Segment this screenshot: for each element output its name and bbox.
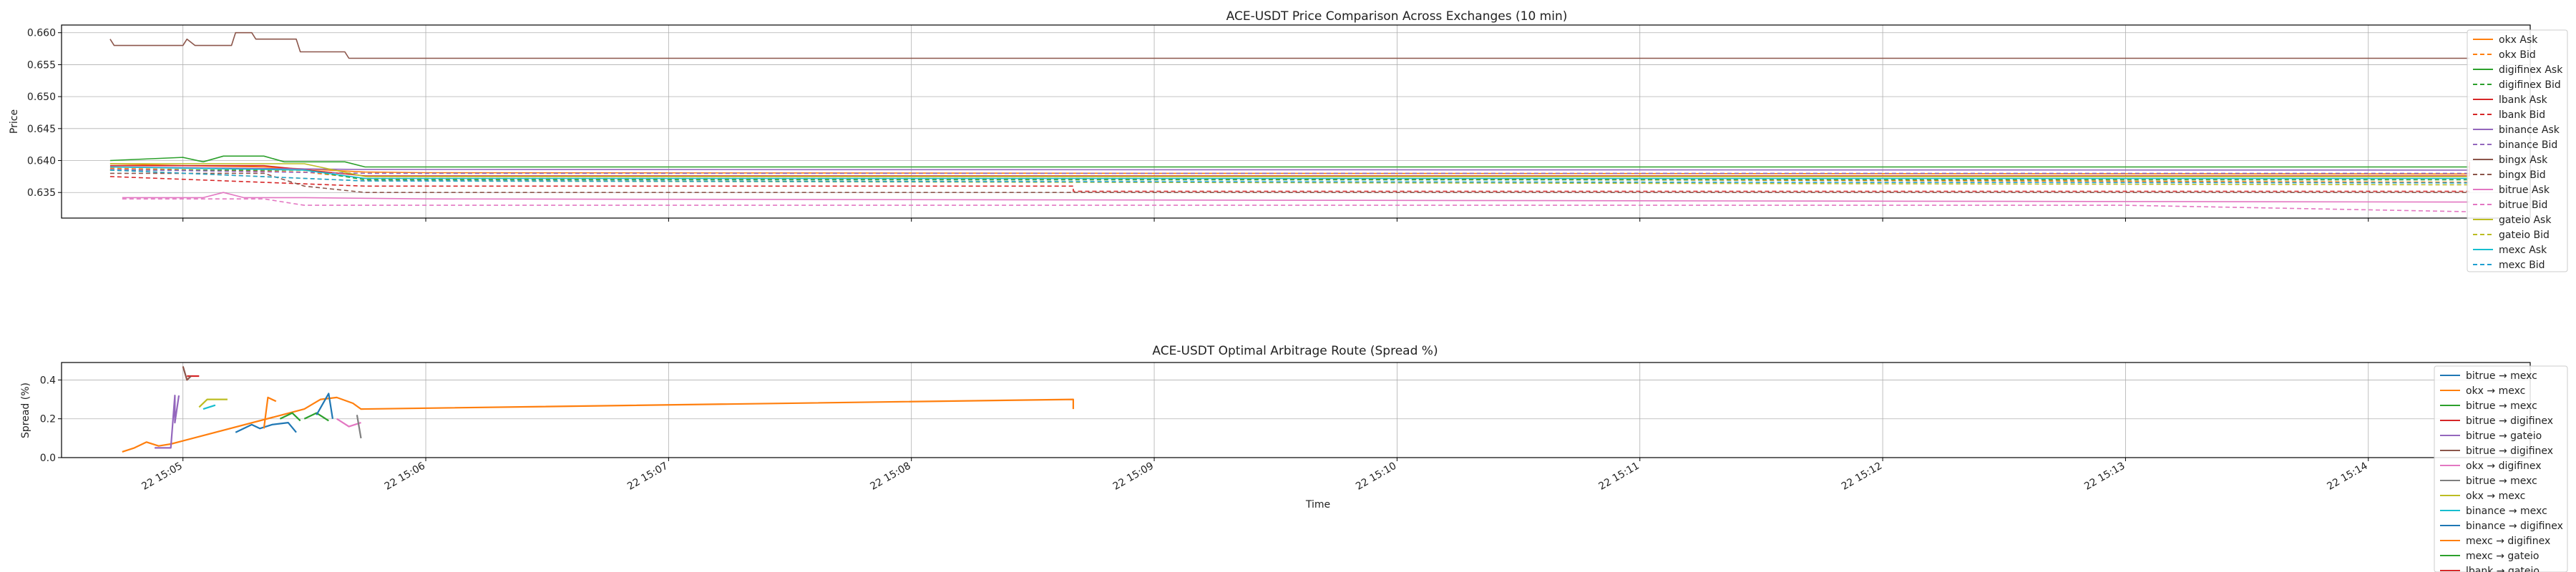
y-tick-label: 0.2: [40, 414, 56, 425]
legend-entry: bitrue → digifinex: [2466, 445, 2553, 457]
legend-entry: mexc Ask: [2499, 245, 2547, 256]
price-chart-y-ticks: 0.635 0.640 0.645 0.650 0.655 0.660: [27, 28, 62, 199]
series-line: [109, 169, 2470, 181]
y-tick-label: 0.660: [27, 28, 56, 39]
legend-entry: bitrue → mexc: [2466, 370, 2537, 382]
legend-entry: bitrue → digifinex: [2466, 415, 2553, 427]
series-line: [303, 412, 329, 422]
series-line: [235, 421, 297, 433]
legend-entry: bitrue → gateio: [2466, 430, 2542, 442]
legend-entry: binance → digifinex: [2466, 521, 2563, 532]
legend-entry: digifinex Bid: [2499, 79, 2561, 91]
legend-entry: lbank → gateio: [2466, 566, 2540, 572]
series-line: [109, 172, 2470, 194]
legend-entry: bingx Ask: [2499, 154, 2548, 166]
series-line: [279, 412, 301, 422]
series-line: [203, 404, 216, 410]
spread-chart-series: [122, 366, 1075, 453]
series-line: [155, 394, 180, 449]
series-line: [109, 155, 2470, 168]
series-line: [316, 393, 333, 419]
series-line: [109, 176, 2470, 192]
legend-entry: okx → digifinex: [2466, 460, 2542, 472]
legend-entry: gateio Bid: [2499, 230, 2550, 241]
spread-chart-y-ticks: 0.0 0.2 0.4: [40, 375, 62, 464]
legend-entry: bitrue Bid: [2499, 199, 2547, 211]
y-tick-label: 0.0: [40, 453, 56, 464]
price-chart-legend: okx Ask okx Bid digifinex Ask digifinex Bid…: [2467, 29, 2568, 272]
price-chart-y-label: Price: [9, 109, 20, 134]
legend-entry: lbank Bid: [2499, 109, 2545, 121]
series-line: [109, 166, 2470, 179]
legend-entry: mexc → gateio: [2466, 551, 2539, 562]
y-tick-label: 0.640: [27, 156, 56, 167]
y-tick-label: 0.650: [27, 92, 56, 103]
legend-entry: okx Bid: [2499, 49, 2536, 61]
legend-entry: bingx Bid: [2499, 169, 2546, 181]
legend-entry: mexc → digifinex: [2466, 536, 2550, 547]
legend-entry: gateio Ask: [2499, 214, 2552, 226]
legend-entry: binance → mexc: [2466, 506, 2547, 517]
spread-chart-title: ACE-USDT Optimal Arbitrage Route (Spread…: [1152, 344, 1438, 358]
legend-entry: digifinex Ask: [2499, 64, 2563, 76]
series-line: [356, 415, 362, 439]
spread-chart-y-label: Spread (%): [20, 383, 31, 438]
series-line: [122, 192, 2470, 203]
legend-entry: bitrue → mexc: [2466, 475, 2537, 487]
legend-entry: okx → mexc: [2466, 385, 2525, 397]
price-chart: ACE-USDT Price Comparison Across Exchang…: [9, 9, 2568, 272]
legend-box: [2467, 29, 2568, 272]
series-line: [336, 418, 361, 428]
spread-chart-x-label: Time: [1305, 499, 1330, 511]
spread-chart-legend: bitrue → mexc okx → mexc bitrue → mexc bitr…: [2434, 365, 2568, 572]
legend-entry: lbank Ask: [2499, 94, 2548, 106]
y-tick-label: 0.655: [27, 59, 56, 71]
series-line: [263, 396, 277, 429]
series-line: [122, 198, 2470, 212]
y-tick-label: 0.4: [40, 375, 56, 386]
series-line: [122, 396, 1075, 453]
y-tick-label: 0.645: [27, 124, 56, 135]
series-line: [109, 163, 2470, 177]
legend-entry: okx → mexc: [2466, 490, 2525, 502]
legend-entry: binance Ask: [2499, 124, 2560, 136]
legend-entry: mexc Bid: [2499, 260, 2545, 271]
legend-box: [2434, 365, 2568, 572]
series-line: [182, 366, 192, 381]
legend-entry: binance Bid: [2499, 139, 2557, 151]
price-chart-series: [109, 31, 2470, 212]
price-chart-x-ticks: [182, 218, 2369, 222]
legend-entry: bitrue → mexc: [2466, 400, 2537, 412]
price-chart-title: ACE-USDT Price Comparison Across Exchang…: [1226, 9, 1568, 24]
series-line: [198, 398, 228, 408]
legend-entry: bitrue Ask: [2499, 184, 2550, 196]
series-line: [109, 31, 2470, 59]
y-tick-label: 0.635: [27, 187, 56, 199]
legend-entry: okx Ask: [2499, 34, 2538, 46]
